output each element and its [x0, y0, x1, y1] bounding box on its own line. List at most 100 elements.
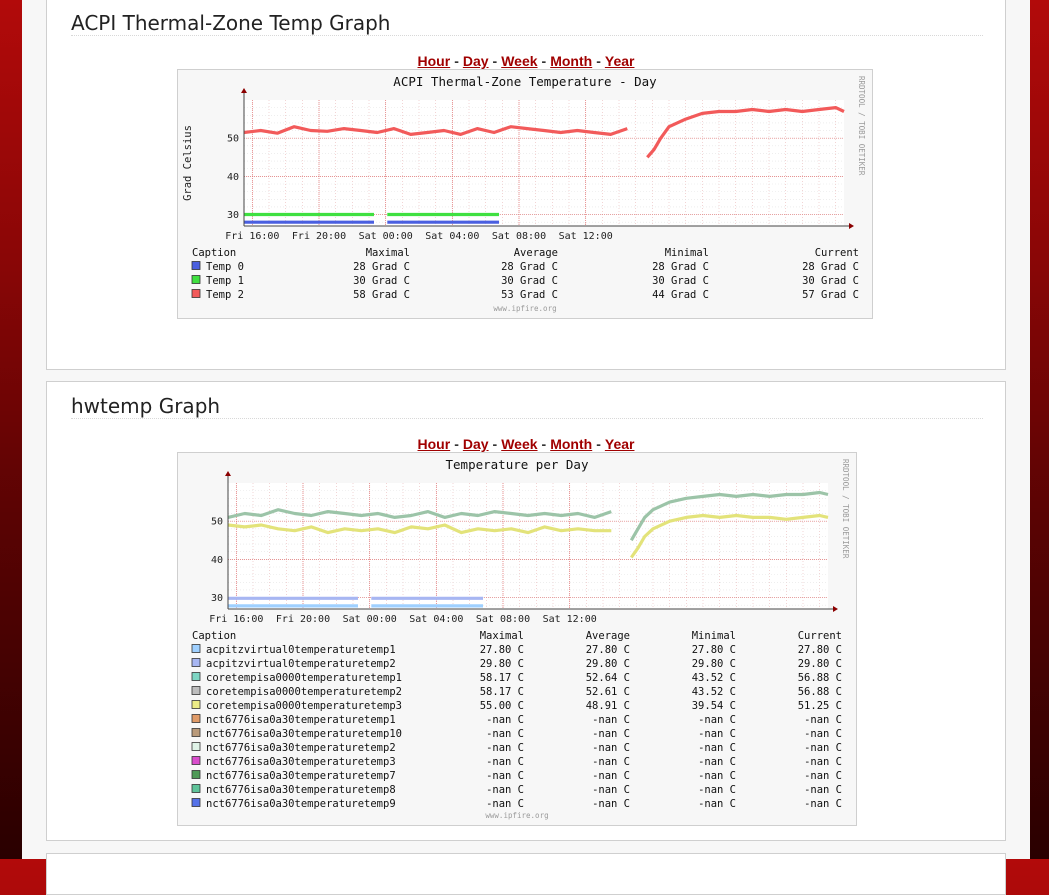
series-line — [227, 508, 612, 519]
y-axis-arrow — [241, 88, 247, 93]
x-tick-label: Sat 00:00 — [359, 231, 413, 242]
legend-value: -nan C — [592, 756, 630, 768]
legend-value: 48.91 C — [586, 700, 630, 712]
chart-footer: www.ipfire.org — [493, 304, 556, 313]
hwtemp-link-month[interactable]: Month — [550, 436, 593, 452]
link-separator: - — [596, 53, 601, 69]
legend-value: -nan C — [698, 756, 736, 768]
hwtemp-link-day[interactable]: Day — [462, 436, 489, 452]
legend-value: 29.80 C — [586, 658, 630, 670]
chart-footer: www.ipfire.org — [485, 811, 548, 820]
acpi-chart: ACPI Thermal-Zone Temperature - Day Grad … — [182, 74, 866, 313]
legend-swatch — [191, 261, 201, 270]
legend-value: 27.80 C — [692, 644, 736, 656]
legend-value: -nan C — [592, 742, 630, 754]
legend-name: nct6776isa0a30temperaturetemp2 — [206, 742, 396, 754]
series-line — [629, 490, 829, 542]
acpi-section-title: ACPI Thermal-Zone Temp Graph — [71, 11, 391, 35]
legend-swatch — [191, 742, 201, 751]
legend-name: nct6776isa0a30temperaturetemp10 — [206, 728, 402, 740]
link-separator: - — [541, 436, 547, 452]
legend-value: 44 Grad C — [652, 289, 709, 301]
hwtemp-chart: Temperature per Day 30 40 50 Fri 16:00 Fri 20… — [191, 457, 850, 820]
acpi-rrd-graph: ACPI Thermal-Zone Temperature - Day Grad … — [177, 69, 873, 319]
y-tick-label: 30 — [227, 210, 239, 221]
x-tick-label: Fri 16:00 — [225, 231, 279, 242]
hwtemp-link-year[interactable]: Year — [604, 436, 635, 452]
legend-value: 57 Grad C — [802, 289, 859, 301]
series-line — [646, 106, 845, 159]
legend-swatch — [191, 289, 201, 298]
legend-value: 53 Grad C — [501, 289, 558, 301]
legend-name: coretempisa0000temperaturetemp3 — [206, 700, 402, 712]
legend-value: -nan C — [592, 728, 630, 740]
legend-value: 30 Grad C — [802, 275, 859, 287]
x-tick-label: Sat 00:00 — [343, 614, 397, 625]
y-axis-arrow — [225, 471, 231, 476]
acpi-link-week[interactable]: Week — [501, 53, 538, 69]
legend-value: 56.88 C — [798, 686, 842, 698]
legend-value: 28 Grad C — [353, 261, 410, 273]
legend-name: Temp 0 — [206, 261, 244, 273]
legend-swatch — [191, 714, 201, 723]
legend-value: 39.54 C — [692, 700, 736, 712]
legend-value: 52.64 C — [586, 672, 630, 684]
y-tick-label: 40 — [227, 172, 239, 183]
legend-header-average: Average — [586, 630, 630, 642]
rrdtool-watermark: RRDTOOL / TOBI OETIKER — [857, 76, 866, 176]
legend-header-minimal: Minimal — [665, 247, 709, 259]
x-tick-label: Sat 12:00 — [559, 231, 613, 242]
legend-header-current: Current — [798, 630, 842, 642]
acpi-link-day[interactable]: Day — [462, 53, 489, 69]
acpi-link-year[interactable]: Year — [604, 53, 635, 69]
acpi-link-month[interactable]: Month — [550, 53, 593, 69]
legend-swatch — [191, 728, 201, 737]
legend-value: 52.61 C — [586, 686, 630, 698]
link-separator: - — [454, 53, 459, 69]
legend-header-caption: Caption — [192, 630, 236, 642]
legend-value: 58.17 C — [480, 672, 524, 684]
legend-value: -nan C — [698, 714, 736, 726]
legend-swatch — [191, 770, 201, 779]
link-separator: - — [596, 436, 601, 452]
x-tick-label: Sat 08:00 — [492, 231, 546, 242]
acpi-graph-box: ACPI Thermal-Zone Temp Graph Hour - Day - We… — [46, 0, 1006, 370]
legend-value: 56.88 C — [798, 672, 842, 684]
legend-header-average: Average — [514, 247, 558, 259]
legend-value: -nan C — [804, 798, 842, 810]
x-tick-label: Fri 16:00 — [209, 614, 263, 625]
series-line — [629, 513, 829, 559]
chart-title: ACPI Thermal-Zone Temperature - Day — [393, 74, 657, 89]
acpi-range-links: Hour - Day - Week - Month - Year — [47, 53, 1005, 69]
legend-value: -nan C — [592, 770, 630, 782]
legend-name: Temp 1 — [206, 275, 244, 287]
legend-value: -nan C — [804, 714, 842, 726]
legend-value: -nan C — [698, 784, 736, 796]
y-tick-label: 50 — [211, 517, 223, 528]
x-tick-label: Fri 20:00 — [292, 231, 346, 242]
legend-swatch — [191, 275, 201, 284]
legend-value: -nan C — [804, 770, 842, 782]
legend-swatch — [191, 672, 201, 681]
legend-value: -nan C — [486, 742, 524, 754]
title-divider — [71, 35, 983, 36]
legend-value: -nan C — [592, 714, 630, 726]
legend-value: -nan C — [698, 728, 736, 740]
hwtemp-link-week[interactable]: Week — [501, 436, 538, 452]
x-tick-label: Sat 04:00 — [425, 231, 479, 242]
legend-value: 28 Grad C — [802, 261, 859, 273]
hwtemp-link-hour[interactable]: Hour — [417, 436, 451, 452]
x-tick-label: Sat 04:00 — [409, 614, 463, 625]
legend-value: -nan C — [592, 798, 630, 810]
legend-value: 43.52 C — [692, 686, 736, 698]
legend-value: -nan C — [804, 756, 842, 768]
legend-value: 29.80 C — [798, 658, 842, 670]
legend-value: -nan C — [486, 714, 524, 726]
acpi-link-hour[interactable]: Hour — [417, 53, 451, 69]
legend-value: -nan C — [592, 784, 630, 796]
legend-header-minimal: Minimal — [692, 630, 736, 642]
link-separator: - — [541, 53, 547, 69]
legend-value: 55.00 C — [480, 700, 524, 712]
y-tick-label: 40 — [211, 555, 223, 566]
legend-value: -nan C — [698, 770, 736, 782]
